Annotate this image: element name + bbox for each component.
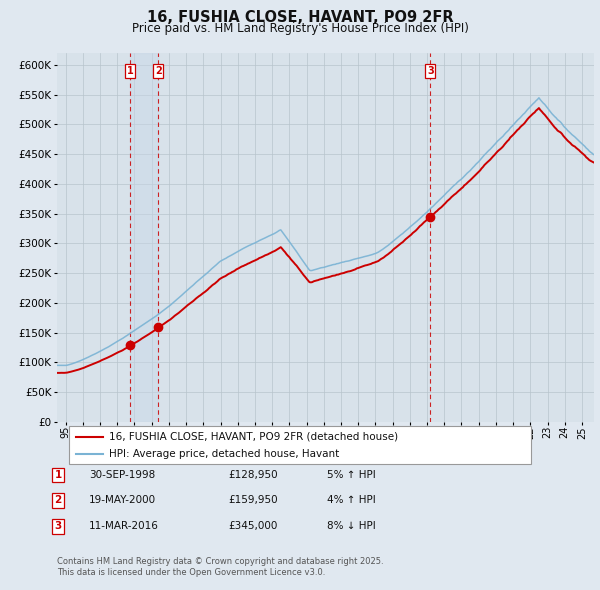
Text: 2: 2 xyxy=(55,496,62,505)
Text: 3: 3 xyxy=(427,66,434,76)
Text: This data is licensed under the Open Government Licence v3.0.: This data is licensed under the Open Gov… xyxy=(57,568,325,577)
Text: 3: 3 xyxy=(55,522,62,531)
Text: 16, FUSHIA CLOSE, HAVANT, PO9 2FR (detached house): 16, FUSHIA CLOSE, HAVANT, PO9 2FR (detac… xyxy=(109,432,398,442)
Text: 4% ↑ HPI: 4% ↑ HPI xyxy=(327,496,376,505)
Text: Contains HM Land Registry data © Crown copyright and database right 2025.: Contains HM Land Registry data © Crown c… xyxy=(57,558,383,566)
Bar xyxy=(130,53,158,422)
Text: £345,000: £345,000 xyxy=(228,522,277,531)
Text: 11-MAR-2016: 11-MAR-2016 xyxy=(89,522,158,531)
Text: Price paid vs. HM Land Registry's House Price Index (HPI): Price paid vs. HM Land Registry's House … xyxy=(131,22,469,35)
Text: 2: 2 xyxy=(155,66,161,76)
Text: HPI: Average price, detached house, Havant: HPI: Average price, detached house, Hava… xyxy=(109,448,340,458)
Text: £128,950: £128,950 xyxy=(228,470,278,480)
Text: 5% ↑ HPI: 5% ↑ HPI xyxy=(327,470,376,480)
Text: 1: 1 xyxy=(55,470,62,480)
Text: 19-MAY-2000: 19-MAY-2000 xyxy=(89,496,156,505)
Text: 8% ↓ HPI: 8% ↓ HPI xyxy=(327,522,376,531)
Text: 1: 1 xyxy=(127,66,134,76)
Text: £159,950: £159,950 xyxy=(228,496,278,505)
Text: 30-SEP-1998: 30-SEP-1998 xyxy=(89,470,155,480)
Text: 16, FUSHIA CLOSE, HAVANT, PO9 2FR: 16, FUSHIA CLOSE, HAVANT, PO9 2FR xyxy=(146,10,454,25)
